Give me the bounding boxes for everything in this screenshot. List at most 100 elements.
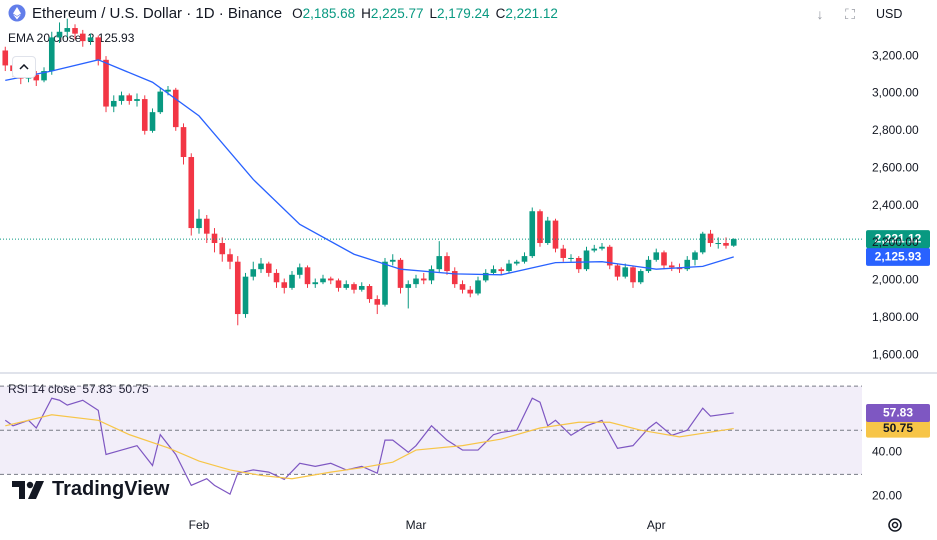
candle-body — [475, 280, 481, 294]
price-tag — [866, 247, 930, 266]
candle-body — [413, 278, 419, 285]
candle-body — [568, 257, 574, 259]
candle-body — [134, 99, 140, 101]
candle-body — [506, 263, 512, 272]
ema-legend: EMA 20 close — [8, 31, 82, 45]
logo: TradingView — [12, 478, 169, 501]
collapse-button[interactable] — [12, 56, 36, 78]
candle-body — [591, 248, 598, 251]
line — [5, 59, 734, 276]
candle-body — [552, 220, 559, 249]
ohlc-values: O2,185.68 H2,225.77 L2,179.24 C2,221.12 — [292, 6, 558, 21]
candle-body — [242, 276, 249, 315]
symbol-title: Ethereum / U.S. Dollar · 1D · Binance — [32, 4, 283, 22]
ohlc-key: O — [292, 5, 303, 21]
candle-body — [79, 33, 86, 42]
candle-body — [707, 233, 714, 244]
candle-body — [118, 95, 125, 101]
candle-body — [653, 252, 660, 260]
candle-body — [699, 233, 706, 253]
price-tag-label: 57.83 — [883, 406, 913, 420]
candle-body — [64, 28, 71, 32]
candle-body — [273, 272, 280, 283]
candle-body — [513, 261, 520, 264]
candle-body — [180, 127, 187, 158]
ohlc-key: C — [495, 5, 506, 21]
candle-body — [459, 284, 466, 290]
candle-body — [304, 267, 311, 285]
logo-mark — [12, 480, 44, 499]
candle-body — [211, 233, 218, 244]
candle-body — [544, 220, 551, 244]
candle-body — [583, 250, 590, 270]
candle-body — [219, 243, 226, 255]
candle-body — [715, 243, 722, 245]
candle-body — [149, 112, 156, 131]
price-tag — [866, 403, 930, 422]
candle-body — [382, 261, 388, 305]
y-tick-label: 1,800.00 — [872, 310, 919, 324]
y-tick-label: 20.00 — [872, 489, 902, 503]
candle-body — [265, 263, 272, 273]
candle-body — [126, 95, 133, 101]
candle-body — [645, 259, 652, 272]
ema-legend-value: 2,125.93 — [88, 31, 135, 45]
download-button[interactable]: ↓ — [816, 6, 824, 22]
candle-body — [405, 284, 412, 288]
candle-body — [320, 278, 326, 283]
price-tag-label: 2,125.93 — [875, 250, 922, 264]
ohlc-key: L — [429, 5, 437, 21]
candle-body — [529, 211, 536, 257]
candle-body — [87, 37, 94, 42]
fullscreen-button[interactable]: ⛶ — [845, 5, 855, 22]
candle-body — [537, 211, 543, 244]
y-tick-label: 40.00 — [872, 444, 902, 458]
candle-body — [668, 265, 675, 268]
candle-body — [281, 282, 288, 288]
price-tag — [866, 419, 930, 438]
candle-body — [258, 263, 264, 270]
y-tick-label: 3,000.00 — [872, 86, 919, 100]
candle-body — [95, 37, 102, 60]
candle-body — [227, 254, 233, 262]
candle-body — [103, 59, 109, 107]
y-tick-label: 2,000.00 — [872, 273, 919, 287]
candle-body — [444, 256, 450, 272]
candle-body — [165, 89, 171, 92]
candle-body — [575, 257, 582, 270]
candle-body — [250, 269, 257, 277]
candle-body — [72, 28, 78, 34]
candle-body — [374, 299, 381, 305]
candle-body — [599, 246, 605, 249]
ohlc-value: 2,179.24 — [437, 5, 490, 21]
y-tick-label: 3,200.00 — [872, 48, 919, 62]
y-tick-label: 2,800.00 — [872, 123, 919, 137]
candle-body — [203, 218, 210, 234]
candle-body — [48, 37, 55, 72]
plot-layer — [0, 18, 862, 496]
candle-body — [335, 280, 342, 288]
currency-button[interactable]: USD — [876, 7, 903, 21]
ohlc-value: 2,225.77 — [370, 5, 424, 21]
candle-body — [2, 50, 9, 66]
candle-body — [172, 89, 179, 128]
ohlc-key: H — [361, 5, 371, 21]
candle-body — [397, 259, 404, 288]
y-tick-label: 2,400.00 — [872, 198, 919, 212]
candle-body — [684, 259, 691, 270]
y-tick-label: 1,600.00 — [872, 347, 919, 361]
candle-body — [630, 267, 636, 283]
candle-body — [296, 267, 303, 275]
symbol-icon — [8, 4, 26, 22]
candle-body — [366, 286, 373, 300]
settings-icon[interactable] — [888, 518, 902, 532]
candle-body — [723, 243, 729, 246]
price-tag-label: 50.75 — [883, 421, 913, 435]
candle-body — [327, 278, 334, 281]
candle-body — [606, 246, 613, 266]
candle-body — [358, 286, 365, 290]
price-tag-label: 2,221.12 — [875, 232, 922, 246]
candle-body — [312, 282, 319, 285]
candle-body — [420, 278, 427, 281]
